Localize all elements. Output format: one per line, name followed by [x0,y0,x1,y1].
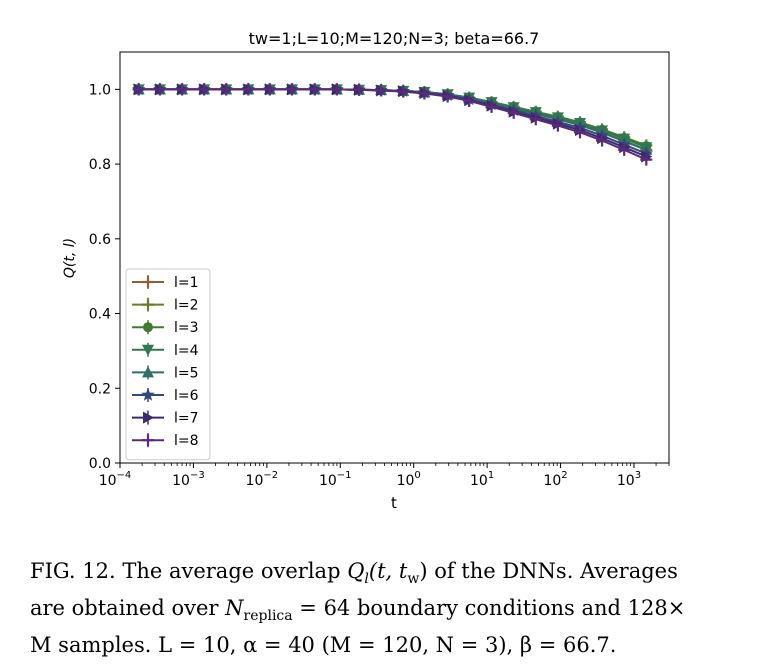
legend-label: l=4 [174,343,199,359]
legend-label: l=8 [174,433,199,449]
x-axis-label: t [391,494,397,512]
data-point [353,83,366,96]
legend-item: l=6 [132,388,199,404]
data-point [132,83,145,96]
x-tick-label: 10−2 [246,470,279,489]
chart: tw=1;L=10;M=120;N=3; beta=66.7 10−4 10−3 1… [62,29,670,512]
caption-text: of the DNNs. Averages [427,559,678,583]
data-point [308,83,321,96]
data-point [596,134,609,147]
legend: l=1 l=2 l=3 l=4 l=5 l=6 l=7 l=8 [125,268,211,461]
figure-caption: FIG. 12. The average overlap Ql(t, tw) o… [30,557,750,660]
legend-item: l=1 [132,275,199,291]
legend-item: l=3 [132,320,199,336]
legend-item: l=8 [132,433,199,449]
y-tick-label: 0.6 [89,232,111,248]
x-tick-label: 10−4 [99,470,132,489]
legend-label: l=3 [174,320,199,336]
data-layer [132,82,653,166]
caption-math: l [364,571,369,588]
legend-frame [125,268,211,461]
x-tick-label: 100 [397,470,421,489]
legend-label: l=7 [174,411,199,427]
legend-label: l=1 [174,275,199,291]
data-point [529,113,542,126]
caption-math: (t, t [368,559,408,583]
y-tick-label: 0.0 [89,456,111,472]
legend-item: l=5 [132,365,199,381]
x-tick-label: 103 [617,470,641,489]
y-axis-label: Q(t, l) [62,238,78,278]
legend-marker [141,388,155,401]
legend-item: l=4 [132,342,199,359]
data-point [375,84,388,97]
caption-text: are obtained over [30,596,226,621]
chart-title: tw=1;L=10;M=120;N=3; beta=66.7 [249,29,540,48]
y-axis: 0.0 0.2 0.4 0.6 0.8 1.0 [89,82,120,472]
legend-marker [142,434,154,447]
caption-line-2: are obtained over Nreplica = 64 boundary… [30,594,750,631]
y-tick-label: 0.4 [89,307,111,323]
data-point [285,83,298,96]
data-point [640,153,653,166]
data-point [242,83,255,96]
legend-item: l=2 [132,297,199,314]
legend-marker [142,366,154,378]
legend-item: l=7 [132,410,199,427]
legend-marker [143,322,153,333]
caption-math: ) [419,559,428,583]
x-tick-label: 10−1 [319,470,352,489]
x-axis: 10−4 10−3 10−2 10−1 100 101 102 103 [99,463,670,489]
caption-math: replica [243,608,293,625]
y-tick-label: 0.2 [89,381,111,397]
caption-math: Q [347,559,365,583]
x-tick-label: 101 [470,470,494,489]
data-point [397,85,410,98]
caption-math: N [225,596,244,621]
x-tick-label: 10−3 [172,470,205,489]
caption-text: = 64 boundary conditions and 128× [292,596,686,621]
data-point [507,106,520,119]
data-point [463,94,476,107]
data-point [485,100,498,113]
y-tick-label: 1.0 [89,82,111,98]
data-point [198,83,211,96]
y-tick-label: 0.8 [89,157,111,173]
series-l=8 [132,83,653,166]
data-point [573,126,586,139]
legend-marker [142,276,154,288]
legend-marker [142,344,154,356]
data-point [263,83,276,96]
data-point [618,143,631,156]
data-point [330,83,343,96]
data-point [418,87,431,100]
data-point [220,83,233,96]
caption-math: w [407,571,420,588]
legend-label: l=6 [174,388,199,404]
legend-label: l=2 [174,298,199,314]
legend-marker [143,411,154,424]
legend-marker [142,298,154,311]
data-point [176,83,189,96]
x-tick-label: 102 [543,470,567,489]
data-point [153,83,166,96]
caption-text: FIG. 12. The average overlap [30,559,348,583]
legend-label: l=5 [174,365,199,381]
data-point [441,90,454,103]
caption-line-3: M samples. L = 10, α = 40 (M = 120, N = … [30,633,617,658]
data-point [551,119,564,132]
caption-line-1: FIG. 12. The average overlap Ql(t, tw) o… [30,557,750,594]
